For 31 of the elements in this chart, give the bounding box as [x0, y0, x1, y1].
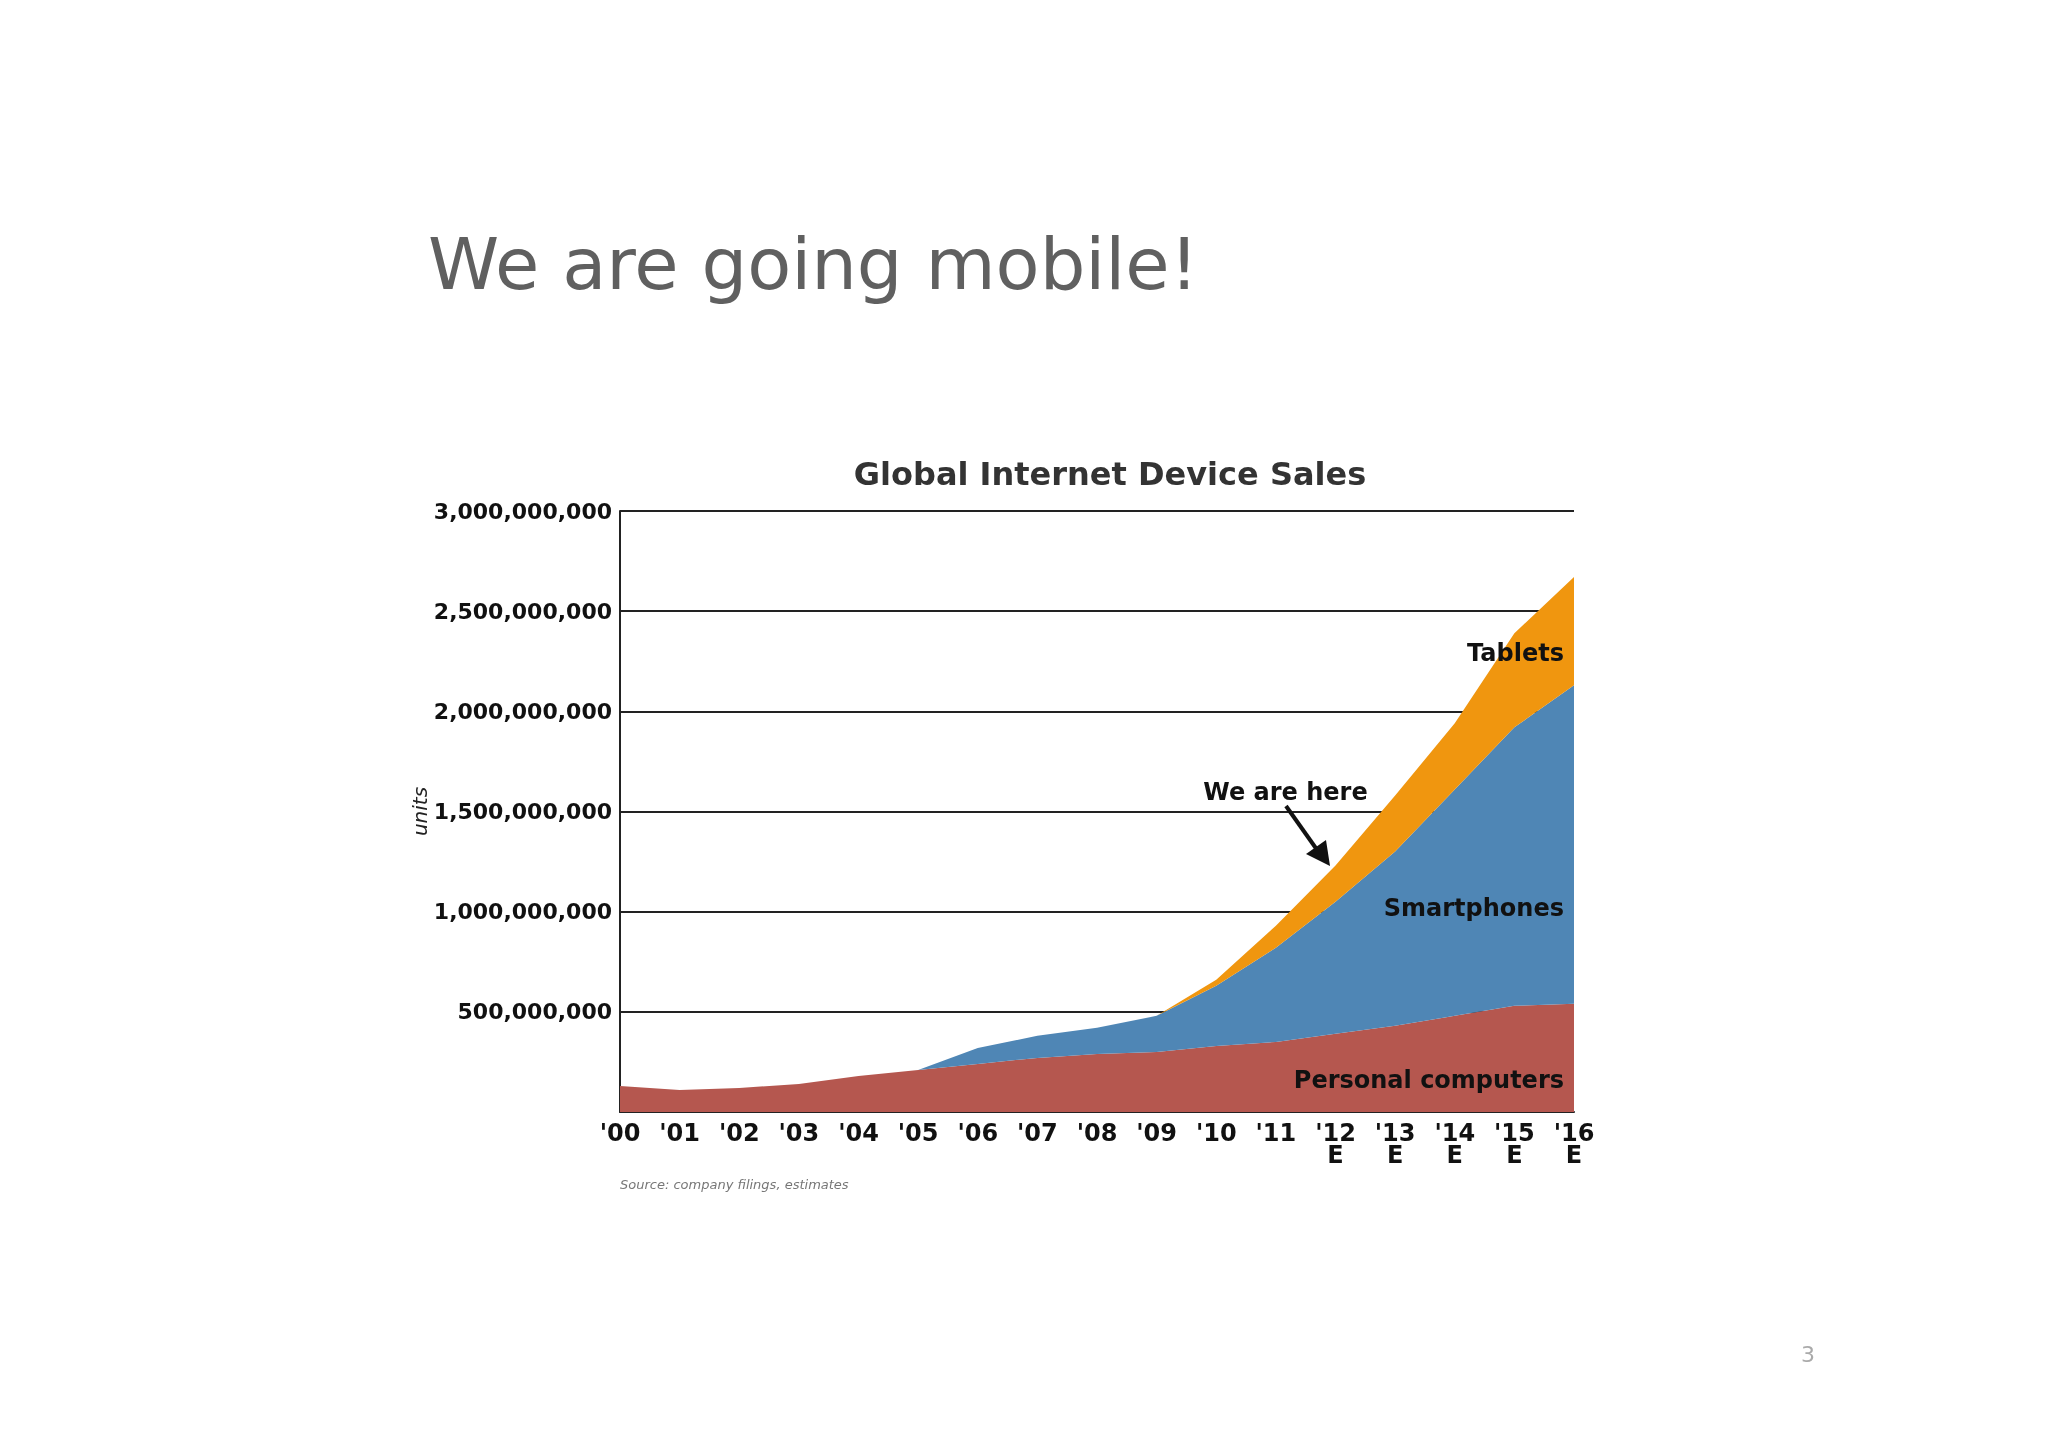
x-tick-label: '14 E [1434, 1119, 1476, 1169]
chart-title: We are going mobile! [428, 222, 1199, 306]
x-tick-label: '13 E [1374, 1119, 1416, 1169]
annotation: We are here [1203, 777, 1368, 806]
chart-subtitle: Global Internet Device Sales [853, 455, 1367, 493]
source-note: Source: company filings, estimates [620, 1177, 849, 1192]
y-axis-title: units [407, 786, 432, 837]
y-tick-label: 500,000,000 [457, 999, 612, 1025]
y-tick-label: 1,500,000,000 [433, 799, 612, 824]
series-label: Personal computers [1293, 1065, 1564, 1094]
y-tick-label: 2,500,000,000 [433, 598, 612, 624]
x-tick-label: '04 [838, 1119, 879, 1147]
y-tick-label: 3,000,000,000 [433, 498, 612, 524]
x-tick-label: '01 [659, 1119, 700, 1147]
x-tick-label: '00 [599, 1119, 641, 1147]
x-tick-label: '12 E [1315, 1119, 1356, 1169]
x-tick-label: '09 [1136, 1119, 1177, 1147]
x-tick-label: '06 [957, 1119, 999, 1147]
x-tick-label: '10 [1195, 1119, 1237, 1147]
y-tick-label: 1,000,000,000 [433, 899, 612, 925]
y-tick-label: 2,000,000,000 [433, 698, 612, 724]
x-tick-label: '07 [1017, 1119, 1058, 1147]
text: 3 [1801, 1341, 1815, 1367]
x-tick-label: '15 E [1494, 1119, 1535, 1169]
x-tick-label: '02 [718, 1119, 760, 1147]
x-tick-label: '03 [778, 1119, 820, 1147]
x-tick-label: '05 [897, 1119, 939, 1147]
series-label: Smartphones [1383, 894, 1564, 923]
x-tick-label: '08 [1076, 1119, 1118, 1147]
x-tick-label: '16 E [1553, 1119, 1595, 1169]
x-tick-label: '11 [1255, 1119, 1297, 1147]
